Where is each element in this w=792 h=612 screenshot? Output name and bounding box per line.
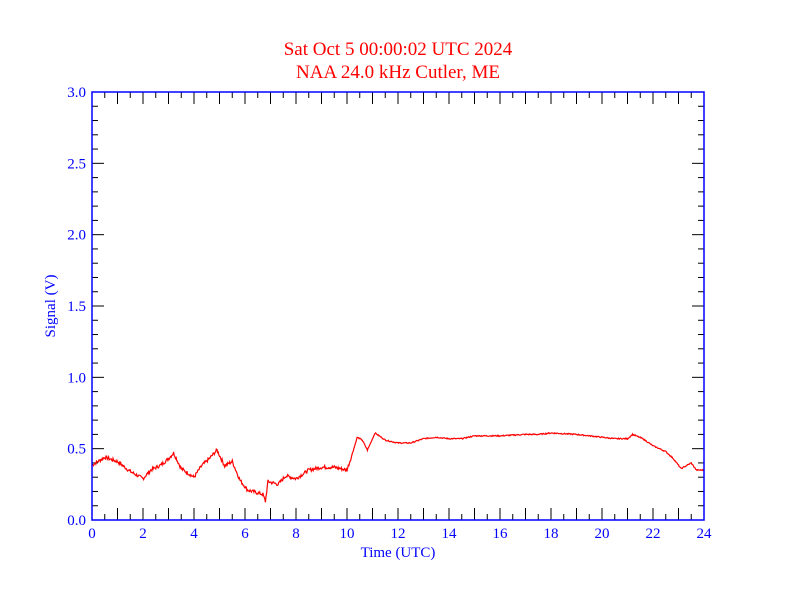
- x-tick-label: 6: [241, 526, 249, 542]
- chart-subtitle: NAA 24.0 kHz Cutler, ME: [296, 62, 500, 83]
- chart-title: Sat Oct 5 00:00:02 UTC 2024: [284, 39, 513, 60]
- y-axis-label: Signal (V): [43, 275, 59, 338]
- signal-series-line: [91, 432, 705, 503]
- y-tick-label: 0.5: [67, 442, 86, 458]
- y-tick-label: 3.0: [67, 85, 86, 101]
- x-tick-label: 20: [595, 526, 610, 542]
- y-tick-label: 2.5: [67, 156, 86, 172]
- x-tick-label: 10: [340, 526, 355, 542]
- y-tick-label: 1.5: [67, 299, 86, 315]
- axis-ticks: [92, 92, 704, 520]
- y-tick-label: 0.0: [67, 513, 86, 529]
- x-tick-label: 12: [391, 526, 406, 542]
- x-axis-label: Time (UTC): [361, 545, 436, 561]
- x-tick-label: 18: [544, 526, 559, 542]
- x-tick-label: 4: [190, 526, 198, 542]
- x-tick-label: 14: [442, 526, 458, 542]
- y-tick-label: 1.0: [67, 370, 86, 386]
- x-tick-label: 16: [493, 526, 509, 542]
- x-tick-label: 22: [646, 526, 661, 542]
- x-tick-label: 24: [697, 526, 713, 542]
- plot-frame: [91, 91, 705, 521]
- tick-labels: 0 2 4 6 8 10 12 14 16 18 20 22 240.00.51.01.52.02.53…: [67, 85, 712, 542]
- x-tick-label: 2: [139, 526, 147, 542]
- y-tick-label: 2.0: [67, 228, 86, 244]
- x-tick-label: 0: [88, 526, 96, 542]
- x-tick-label: 8: [292, 526, 300, 542]
